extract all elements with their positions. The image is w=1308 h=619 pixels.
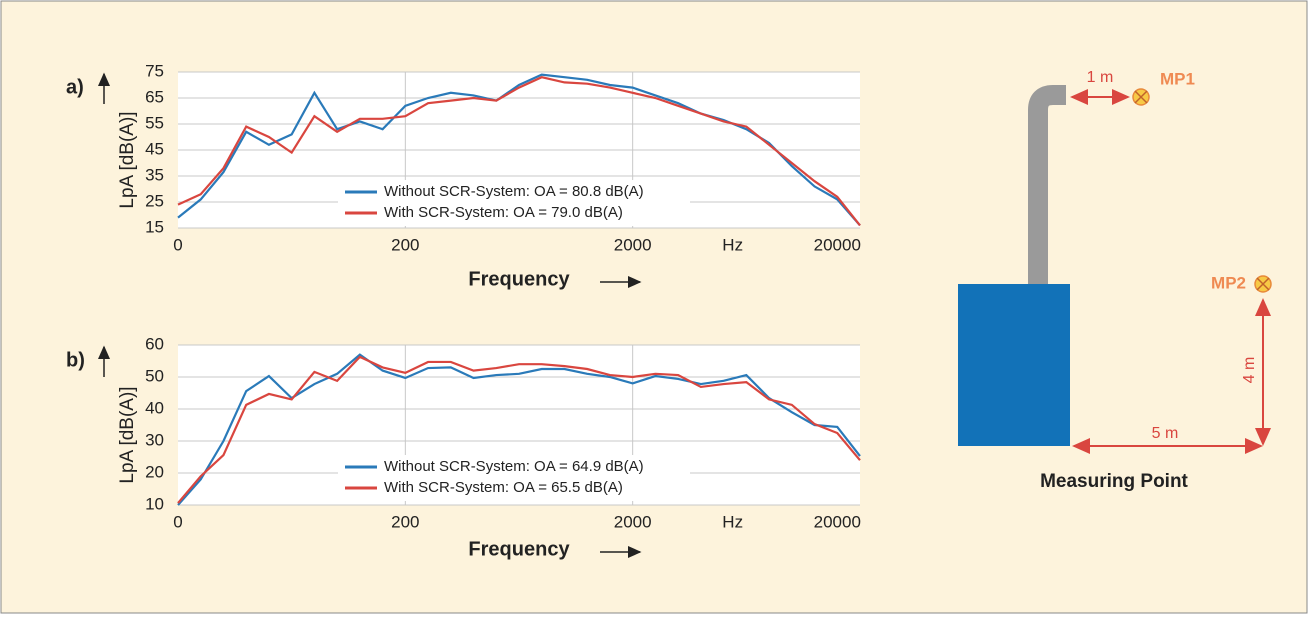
series-line [177, 76, 861, 227]
caption: Measuring Point [1040, 471, 1188, 492]
y-tick-label: 45 [145, 139, 164, 158]
y-axis-label: LpA [dB(A)] [117, 111, 138, 208]
mp1-label: MP1 [1160, 69, 1195, 88]
x-tick-label: 2000 [614, 235, 652, 254]
x-tick-label: 200 [391, 235, 419, 254]
y-tick-label: 55 [145, 113, 164, 132]
x-axis-label: Frequency [468, 538, 570, 560]
distance-label: 5 m [1152, 425, 1179, 442]
x-unit: Hz [722, 235, 743, 254]
distance-label: 1 m [1087, 69, 1114, 86]
y-axis-label: LpA [dB(A)] [117, 386, 138, 483]
x-tick-label: 20000 [814, 235, 861, 254]
legend-box [338, 455, 690, 501]
x-tick-label: 0 [173, 235, 182, 254]
x-tick-label: 20000 [814, 512, 861, 531]
x-tick-label: 0 [173, 512, 182, 531]
y-tick-label: 60 [145, 334, 164, 353]
y-tick-label: 65 [145, 87, 164, 106]
legend-label: With SCR-System: OA = 65.5 dB(A) [384, 479, 623, 496]
y-tick-label: 30 [145, 430, 164, 449]
x-tick-label: 200 [391, 512, 419, 531]
x-axis-label: Frequency [468, 268, 570, 290]
engine-block [958, 284, 1070, 446]
x-tick-label: 2000 [614, 512, 652, 531]
exhaust-pipe [1028, 85, 1066, 284]
mp2-label: MP2 [1211, 273, 1246, 292]
y-tick-label: 40 [145, 398, 164, 417]
y-tick-label: 20 [145, 462, 164, 481]
mp1-cross [1134, 90, 1148, 104]
y-tick-label: 15 [145, 217, 164, 236]
legend-label: Without SCR-System: OA = 64.9 dB(A) [384, 458, 644, 475]
mp2-cross [1256, 277, 1270, 291]
y-tick-label: 50 [145, 366, 164, 385]
y-tick-label: 10 [145, 494, 164, 513]
panel-label: a) [66, 76, 84, 98]
height-label: 4 m [1241, 357, 1258, 384]
y-tick-label: 35 [145, 165, 164, 184]
x-unit: Hz [722, 512, 743, 531]
y-tick-label: 75 [145, 61, 164, 80]
series-line [177, 355, 861, 504]
panel-label: b) [66, 349, 85, 371]
series-line [177, 73, 861, 227]
legend-box [338, 180, 690, 226]
legend-label: Without SCR-System: OA = 80.8 dB(A) [384, 183, 644, 200]
y-tick-label: 25 [145, 191, 164, 210]
legend-label: With SCR-System: OA = 79.0 dB(A) [384, 204, 623, 221]
